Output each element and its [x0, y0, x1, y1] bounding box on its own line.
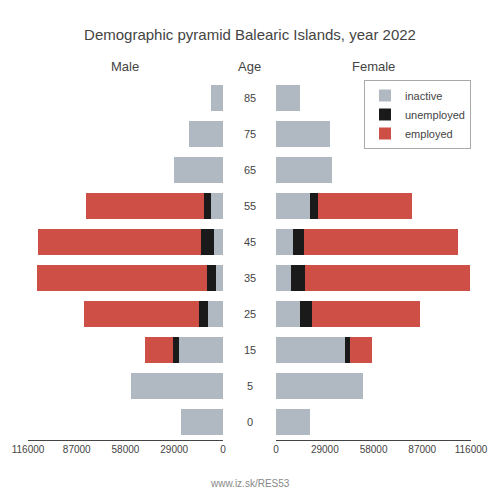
- svg-text:29000: 29000: [311, 444, 339, 455]
- svg-text:0: 0: [273, 444, 279, 455]
- svg-text:Male: Male: [111, 59, 139, 74]
- svg-text:75: 75: [244, 128, 256, 140]
- svg-text:65: 65: [244, 164, 256, 176]
- svg-text:35: 35: [244, 272, 256, 284]
- svg-text:employed: employed: [405, 128, 453, 140]
- svg-text:Demographic pyramid Balearic I: Demographic pyramid Balearic Islands, ye…: [84, 26, 416, 43]
- svg-text:85: 85: [244, 92, 256, 104]
- svg-text:29000: 29000: [160, 444, 188, 455]
- svg-text:Age: Age: [238, 59, 261, 74]
- svg-text:0: 0: [247, 416, 253, 428]
- svg-text:15: 15: [244, 344, 256, 356]
- svg-text:Female: Female: [352, 59, 395, 74]
- svg-text:25: 25: [244, 308, 256, 320]
- svg-text:inactive: inactive: [405, 90, 442, 102]
- svg-text:87000: 87000: [63, 444, 91, 455]
- svg-text:58000: 58000: [360, 444, 388, 455]
- svg-text:116000: 116000: [12, 444, 45, 455]
- svg-text:58000: 58000: [112, 444, 140, 455]
- svg-text:87000: 87000: [408, 444, 436, 455]
- svg-text:55: 55: [244, 200, 256, 212]
- svg-text:116000: 116000: [455, 444, 488, 455]
- svg-text:unemployed: unemployed: [405, 109, 465, 121]
- svg-text:5: 5: [247, 380, 253, 392]
- svg-text:45: 45: [244, 236, 256, 248]
- svg-text:www.iz.sk/RES53: www.iz.sk/RES53: [210, 478, 290, 489]
- svg-text:0: 0: [220, 444, 226, 455]
